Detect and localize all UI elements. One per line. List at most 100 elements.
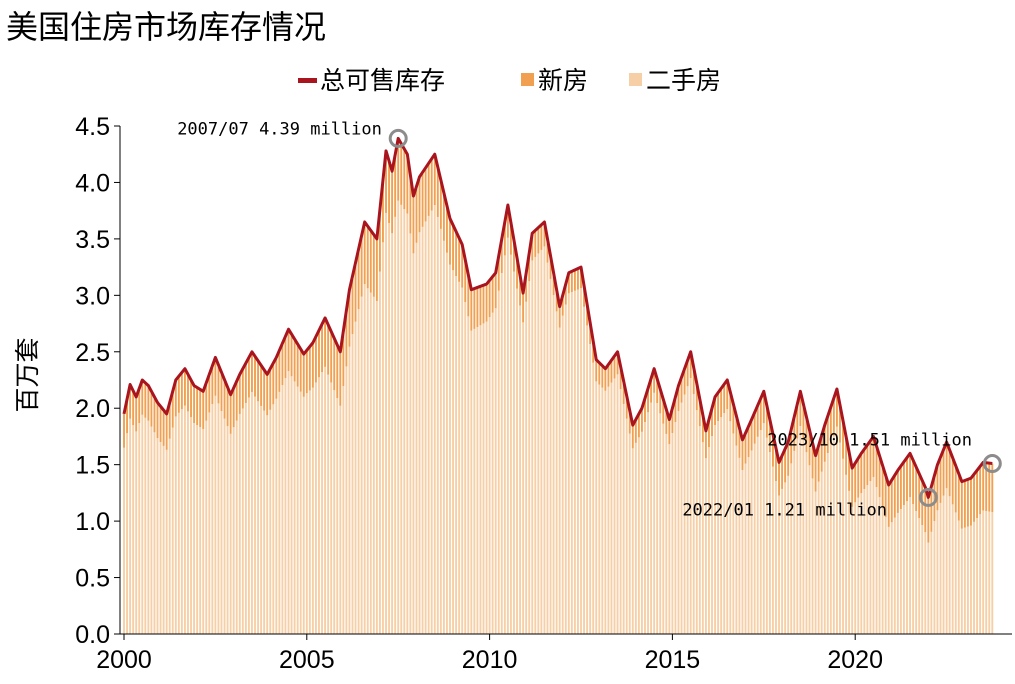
bar-existing — [470, 330, 473, 634]
bar-existing — [187, 411, 189, 634]
bar-existing — [884, 516, 887, 634]
bar-existing — [793, 450, 796, 634]
bar-existing — [851, 506, 854, 634]
y-tick-label: 3.5 — [75, 226, 110, 254]
y-tick-label: 2.0 — [75, 395, 110, 423]
bar-new — [839, 404, 841, 443]
bar-existing — [866, 485, 869, 634]
bar-new — [802, 404, 805, 440]
bar-new — [412, 195, 415, 254]
bar-existing — [360, 296, 363, 634]
bar-existing — [190, 417, 192, 634]
bar-new — [735, 415, 738, 446]
bar-new — [671, 408, 674, 434]
legend: 总可售库存 新房 二手房 — [298, 66, 721, 95]
bar-existing — [982, 510, 985, 634]
bar-existing — [942, 495, 945, 634]
bar-existing — [217, 403, 220, 634]
bar-new — [308, 346, 311, 391]
y-tick-label: 0.5 — [75, 565, 110, 593]
bar-existing — [692, 394, 695, 634]
bar-new — [662, 399, 665, 424]
bar-existing — [153, 432, 156, 634]
y-tick-label: 3.0 — [75, 282, 110, 310]
bar-new — [403, 148, 406, 210]
bar-new — [494, 272, 497, 309]
bar-existing — [266, 415, 269, 634]
annotations: 2007/07 4.39 million 2022/01 1.21 million… — [177, 119, 1002, 520]
bar-new — [348, 289, 351, 347]
bar-existing — [296, 386, 299, 634]
bar-new — [488, 280, 491, 318]
bar-new — [272, 363, 275, 405]
bar-existing — [744, 463, 747, 634]
bar-new — [360, 235, 363, 297]
y-tick-label: 0.0 — [75, 621, 110, 649]
bar-new — [561, 295, 564, 316]
bar-existing — [601, 387, 604, 634]
bar-existing — [985, 511, 988, 634]
bar-new — [799, 391, 802, 426]
bar-new — [491, 276, 494, 313]
bar-new — [485, 284, 488, 322]
bar-existing — [290, 376, 293, 634]
bar-new — [442, 192, 445, 241]
bar-new — [305, 350, 308, 394]
bar-existing — [421, 226, 424, 634]
bar-existing — [573, 290, 576, 634]
bar-new — [187, 374, 189, 412]
bar-existing — [848, 490, 851, 634]
bar-new — [205, 382, 208, 421]
bar-existing — [126, 433, 128, 634]
x-tick-label: 2010 — [462, 646, 518, 674]
bar-existing — [778, 495, 780, 634]
bar-new — [281, 343, 284, 385]
bar-new — [915, 466, 918, 512]
bar-existing — [936, 510, 939, 634]
bar-new — [217, 364, 220, 404]
bar-existing — [424, 221, 427, 634]
bar-existing — [406, 213, 409, 635]
bar-new — [516, 257, 518, 289]
bar-new — [461, 244, 464, 288]
bar-new — [869, 440, 872, 482]
bar-new — [927, 497, 930, 543]
bar-existing — [887, 526, 890, 634]
bar-existing — [534, 256, 537, 634]
bar-new — [123, 413, 125, 448]
bar-new — [930, 486, 933, 532]
bar-new — [351, 276, 354, 335]
bar-existing — [845, 474, 848, 634]
bar-new — [324, 317, 327, 367]
bar-new — [254, 356, 256, 397]
bar-existing — [513, 271, 515, 634]
bar-existing — [235, 420, 238, 634]
bar-existing — [525, 301, 528, 634]
bar-new — [689, 351, 692, 379]
bar-existing — [247, 397, 250, 634]
bar-new — [640, 408, 643, 432]
bar-new — [141, 380, 144, 415]
bar-existing — [244, 402, 247, 634]
bar-existing — [698, 426, 701, 634]
bar-new — [235, 381, 238, 421]
bar-existing — [196, 425, 199, 634]
bar-existing — [637, 437, 640, 634]
bar-existing — [896, 512, 899, 634]
bar-new — [150, 391, 153, 427]
bar-new — [555, 289, 558, 312]
bar-existing — [762, 423, 765, 634]
bar-new — [333, 338, 336, 391]
bar-existing — [211, 404, 214, 634]
annotation-label: 2023/10 1.51 million — [767, 431, 972, 451]
bar-new — [613, 356, 616, 379]
bar-new — [644, 398, 646, 423]
bar-new — [903, 461, 905, 505]
bar-existing — [677, 410, 680, 634]
bar-existing — [610, 382, 613, 634]
bar-existing — [890, 522, 893, 634]
bar-new — [863, 449, 866, 490]
bar-existing — [759, 430, 762, 634]
bar-existing — [302, 396, 305, 634]
bar-existing — [144, 417, 147, 634]
